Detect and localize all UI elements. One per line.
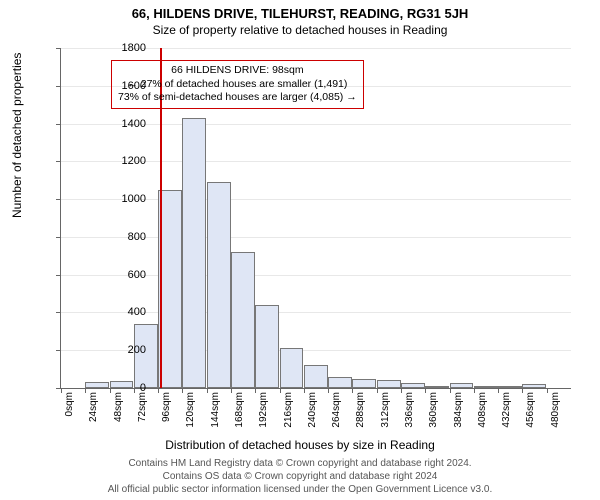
x-tick-label: 0sqm bbox=[64, 392, 75, 442]
y-tick-mark bbox=[56, 350, 61, 351]
y-tick-label: 1200 bbox=[66, 155, 146, 167]
x-tick-label: 264sqm bbox=[331, 392, 342, 442]
x-tick-mark bbox=[255, 388, 256, 393]
y-tick-mark bbox=[56, 312, 61, 313]
y-tick-label: 400 bbox=[66, 306, 146, 318]
x-tick-label: 288sqm bbox=[355, 392, 366, 442]
x-tick-label: 456sqm bbox=[525, 392, 536, 442]
histogram-bar bbox=[207, 182, 231, 388]
chart-sub-title: Size of property relative to detached ho… bbox=[0, 21, 600, 37]
histogram-bar bbox=[401, 383, 425, 388]
x-tick-mark bbox=[547, 388, 548, 393]
y-tick-mark bbox=[56, 199, 61, 200]
histogram-bar bbox=[304, 365, 328, 388]
x-tick-mark bbox=[377, 388, 378, 393]
y-tick-label: 200 bbox=[66, 344, 146, 356]
y-tick-label: 800 bbox=[66, 231, 146, 243]
histogram-bar bbox=[280, 348, 304, 388]
x-tick-label: 312sqm bbox=[380, 392, 391, 442]
x-axis-label: Distribution of detached houses by size … bbox=[0, 438, 600, 452]
x-tick-label: 408sqm bbox=[477, 392, 488, 442]
x-tick-label: 24sqm bbox=[88, 392, 99, 442]
histogram-bar bbox=[450, 383, 474, 388]
y-tick-label: 600 bbox=[66, 269, 146, 281]
x-tick-label: 336sqm bbox=[404, 392, 415, 442]
x-tick-mark bbox=[61, 388, 62, 393]
histogram-bar bbox=[352, 379, 376, 388]
histogram-bar bbox=[522, 384, 546, 388]
annotation-line-1: 66 HILDENS DRIVE: 98sqm bbox=[118, 64, 357, 78]
footer-line-2: Contains OS data © Crown copyright and d… bbox=[0, 470, 600, 483]
chart-footer: Contains HM Land Registry data © Crown c… bbox=[0, 457, 600, 496]
x-tick-label: 48sqm bbox=[113, 392, 124, 442]
y-tick-mark bbox=[56, 275, 61, 276]
y-tick-label: 0 bbox=[66, 382, 146, 394]
x-tick-mark bbox=[401, 388, 402, 393]
y-tick-mark bbox=[56, 86, 61, 87]
x-tick-label: 144sqm bbox=[210, 392, 221, 442]
x-tick-label: 432sqm bbox=[501, 392, 512, 442]
x-tick-label: 384sqm bbox=[453, 392, 464, 442]
chart-main-title: 66, HILDENS DRIVE, TILEHURST, READING, R… bbox=[0, 0, 600, 21]
y-tick-label: 1800 bbox=[66, 42, 146, 54]
histogram-bar bbox=[498, 386, 522, 388]
histogram-bar bbox=[231, 252, 255, 388]
y-tick-mark bbox=[56, 48, 61, 49]
x-tick-mark bbox=[425, 388, 426, 393]
x-tick-mark bbox=[280, 388, 281, 393]
x-tick-mark bbox=[207, 388, 208, 393]
x-tick-mark bbox=[304, 388, 305, 393]
x-tick-mark bbox=[498, 388, 499, 393]
x-tick-label: 168sqm bbox=[234, 392, 245, 442]
y-tick-mark bbox=[56, 124, 61, 125]
histogram-bar bbox=[377, 380, 401, 389]
y-tick-mark bbox=[56, 237, 61, 238]
x-tick-mark bbox=[522, 388, 523, 393]
y-tick-label: 1400 bbox=[66, 118, 146, 130]
histogram-bar bbox=[182, 118, 206, 388]
x-tick-mark bbox=[158, 388, 159, 393]
chart-annotation-box: 66 HILDENS DRIVE: 98sqm ← 27% of detache… bbox=[111, 60, 364, 109]
x-tick-mark bbox=[450, 388, 451, 393]
y-tick-mark bbox=[56, 161, 61, 162]
x-tick-label: 192sqm bbox=[258, 392, 269, 442]
histogram-bar bbox=[474, 386, 498, 388]
histogram-bar bbox=[425, 386, 449, 388]
x-tick-mark bbox=[231, 388, 232, 393]
x-tick-label: 480sqm bbox=[550, 392, 561, 442]
x-tick-mark bbox=[352, 388, 353, 393]
x-tick-label: 360sqm bbox=[428, 392, 439, 442]
x-tick-label: 120sqm bbox=[185, 392, 196, 442]
y-axis-label: Number of detached properties bbox=[10, 53, 24, 218]
x-tick-label: 240sqm bbox=[307, 392, 318, 442]
x-tick-label: 216sqm bbox=[283, 392, 294, 442]
x-tick-mark bbox=[328, 388, 329, 393]
footer-line-3: All official public sector information l… bbox=[0, 483, 600, 496]
histogram-bar bbox=[328, 377, 352, 388]
x-tick-label: 72sqm bbox=[137, 392, 148, 442]
histogram-bar bbox=[255, 305, 279, 388]
x-tick-mark bbox=[182, 388, 183, 393]
y-tick-label: 1600 bbox=[66, 80, 146, 92]
x-tick-label: 96sqm bbox=[161, 392, 172, 442]
x-tick-mark bbox=[474, 388, 475, 393]
annotation-line-2: ← 27% of detached houses are smaller (1,… bbox=[118, 78, 357, 92]
footer-line-1: Contains HM Land Registry data © Crown c… bbox=[0, 457, 600, 470]
annotation-line-3: 73% of semi-detached houses are larger (… bbox=[118, 91, 357, 105]
y-tick-label: 1000 bbox=[66, 193, 146, 205]
chart-plot-area: 0sqm24sqm48sqm72sqm96sqm120sqm144sqm168s… bbox=[60, 48, 571, 389]
